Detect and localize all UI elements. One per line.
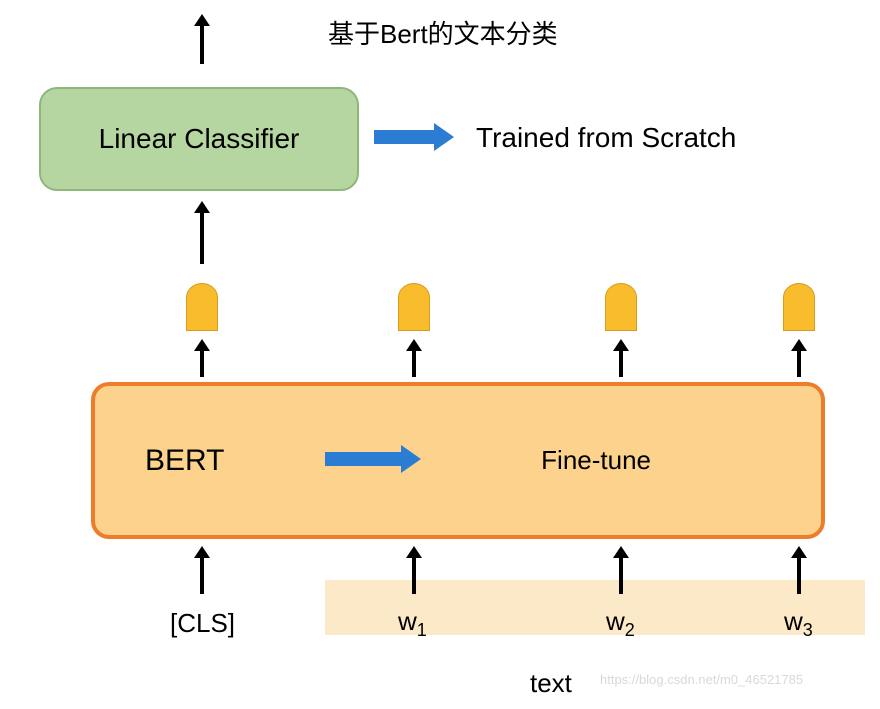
output-token — [605, 283, 637, 331]
arrow-right-icon — [325, 452, 403, 466]
arrow-up-icon — [200, 211, 204, 264]
arrow-up-icon — [797, 349, 801, 377]
arrow-up-icon — [619, 349, 623, 377]
arrow-up-icon — [200, 556, 204, 594]
diagram-title: 基于Bert的文本分类 — [328, 14, 558, 51]
arrow-right-icon — [374, 130, 436, 144]
classifier-node: Linear Classifier — [39, 87, 359, 191]
w2-token-label: w2 — [606, 606, 635, 641]
trained-label: Trained from Scratch — [476, 122, 736, 154]
output-token — [186, 283, 218, 331]
cls-token-label: [CLS] — [170, 608, 235, 639]
w1-token-label: w1 — [398, 606, 427, 641]
w3-token-label: w3 — [784, 606, 813, 641]
watermark: https://blog.csdn.net/m0_46521785 — [600, 672, 803, 687]
text-label: text — [530, 668, 572, 699]
classifier-label: Linear Classifier — [99, 123, 300, 155]
fine-tune-label: Fine-tune — [541, 445, 651, 476]
arrow-up-icon — [412, 349, 416, 377]
bert-label: BERT — [145, 444, 224, 478]
arrow-up-icon — [797, 556, 801, 594]
bert-node: BERT Fine-tune — [91, 382, 825, 539]
arrow-up-icon — [412, 556, 416, 594]
output-token — [398, 283, 430, 331]
arrow-up-icon — [619, 556, 623, 594]
arrow-up-icon — [200, 24, 204, 64]
arrow-up-icon — [200, 349, 204, 377]
output-token — [783, 283, 815, 331]
